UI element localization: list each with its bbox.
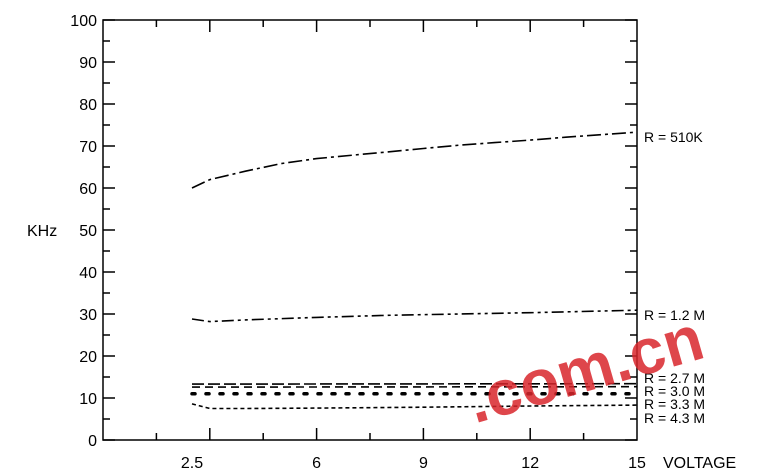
axis-ticks [103,19,637,441]
series-label-1: R = 510K [644,129,703,145]
x-axis-title: VOLTAGE [663,455,736,472]
series-label-5: R = 3.3 M [644,396,705,412]
y-tick-label: 20 [79,349,97,366]
y-tick-label: 0 [88,433,97,450]
series-line-6 [191,403,638,410]
series-line-2 [191,309,638,323]
series-label-6: R = 4.3 M [644,410,705,426]
x-tick-label: 15 [628,455,646,472]
y-tick-labels: 0 10 20 30 40 50 60 70 80 90 100 [70,13,97,450]
y-tick-label: 70 [79,139,97,156]
series-label-2: R = 1.2 M [644,307,705,323]
y-tick-label: 50 [79,223,97,240]
x-tick-label: 9 [419,455,428,472]
y-tick-label: 60 [79,181,97,198]
series-lines [190,131,639,410]
series-line-1 [191,131,638,189]
y-tick-label: 10 [79,391,97,408]
x-tick-label: 6 [312,455,321,472]
x-tick-label: 12 [521,455,539,472]
x-tick-label: 2.5 [181,455,203,472]
x-tick-labels: 2.5 6 9 12 15 [181,455,646,472]
y-tick-label: 100 [70,13,97,30]
y-tick-label: 40 [79,265,97,282]
series-labels: R = 510K R = 1.2 M R = 2.7 MR = 3.0 MR = 3… [644,129,705,426]
y-tick-label: 30 [79,307,97,324]
y-tick-label: 90 [79,55,97,72]
series-label-4: R = 3.0 M [644,383,705,399]
series-label-3: R = 2.7 M [644,370,705,386]
y-tick-label: 80 [79,97,97,114]
y-axis-title: KHz [27,223,57,240]
